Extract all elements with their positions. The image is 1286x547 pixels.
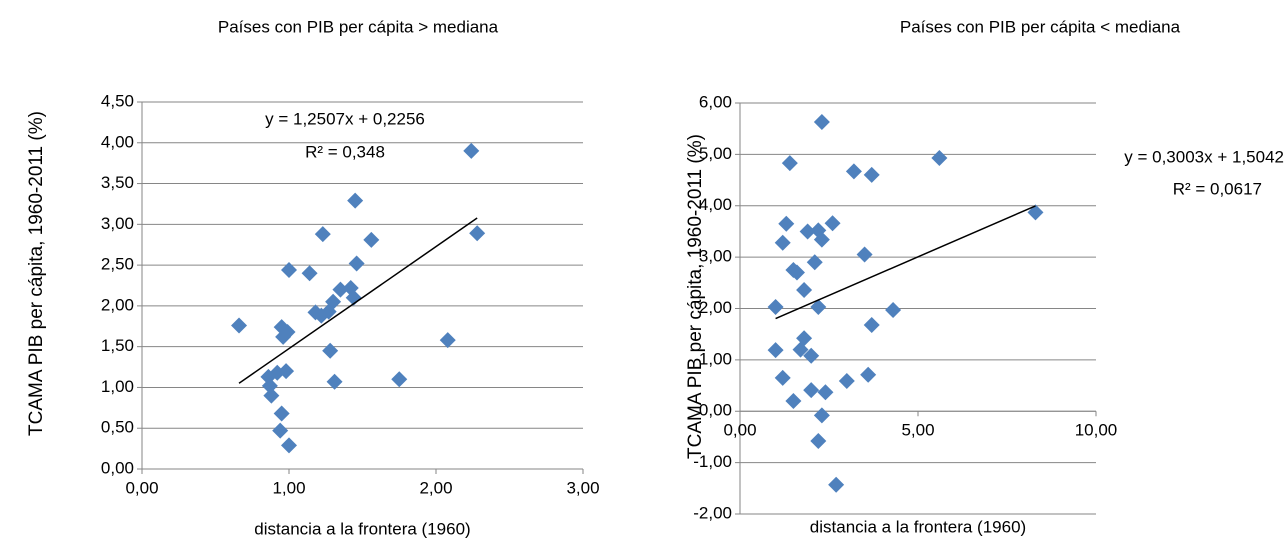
data-point bbox=[885, 302, 902, 319]
data-point bbox=[810, 298, 827, 315]
data-point bbox=[231, 317, 248, 334]
x-axis-label: distancia a la frontera (1960) bbox=[810, 517, 1026, 536]
data-point bbox=[781, 155, 798, 172]
data-point bbox=[767, 298, 784, 315]
x-tick-label: 0,00 bbox=[723, 421, 756, 440]
y-tick-label: 5,00 bbox=[699, 144, 732, 163]
y-tick-label: 2,50 bbox=[101, 255, 134, 274]
trendline-equation: y = 1,2507x + 0,2256 bbox=[265, 109, 425, 128]
data-point bbox=[813, 407, 830, 424]
y-tick-label: 1,00 bbox=[699, 349, 732, 368]
data-point bbox=[796, 330, 813, 347]
data-point bbox=[824, 215, 841, 232]
trendline-equation: y = 0,3003x + 1,5042 bbox=[1124, 147, 1284, 166]
data-point bbox=[778, 215, 795, 232]
data-point bbox=[272, 422, 289, 439]
x-tick-label: 10,00 bbox=[1075, 421, 1118, 440]
y-tick-label: 2,00 bbox=[101, 295, 134, 314]
y-tick-label: 1,00 bbox=[101, 377, 134, 396]
x-axis-label: distancia a la frontera (1960) bbox=[254, 519, 470, 538]
y-axis-label: TCAMA PIB per cápita, 1960-2011 (%) bbox=[26, 110, 47, 436]
data-point bbox=[263, 387, 280, 404]
data-point bbox=[785, 392, 802, 409]
x-tick-label: 1,00 bbox=[272, 478, 305, 497]
data-point bbox=[1027, 204, 1044, 221]
data-point bbox=[931, 149, 948, 166]
data-point bbox=[774, 369, 791, 386]
data-point bbox=[314, 226, 331, 243]
data-point bbox=[301, 265, 318, 282]
y-tick-label: 4,00 bbox=[699, 195, 732, 214]
y-tick-label: 1,50 bbox=[101, 336, 134, 355]
data-point bbox=[817, 384, 834, 401]
chart-title: Países con PIB per cápita < mediana bbox=[900, 17, 1181, 36]
x-tick-label: 2,00 bbox=[419, 478, 452, 497]
data-point bbox=[813, 231, 830, 248]
data-point bbox=[332, 281, 349, 298]
data-point bbox=[463, 142, 480, 159]
y-tick-label: 4,00 bbox=[101, 132, 134, 151]
x-tick-label: 5,00 bbox=[901, 421, 934, 440]
data-point bbox=[845, 163, 862, 180]
data-point bbox=[439, 332, 456, 349]
data-point bbox=[281, 437, 297, 454]
data-point bbox=[325, 293, 342, 310]
data-point bbox=[838, 372, 855, 389]
data-point bbox=[348, 255, 365, 272]
data-point bbox=[796, 282, 813, 299]
y-tick-label: 6,00 bbox=[699, 92, 732, 111]
trendline bbox=[775, 205, 1036, 320]
y-tick-label: -2,00 bbox=[693, 503, 732, 522]
x-tick-label: 3,00 bbox=[566, 478, 599, 497]
data-point bbox=[788, 264, 805, 281]
y-axis-label: TCAMA PIB per cápita, 1960-2011 (%) bbox=[685, 133, 706, 459]
data-point bbox=[856, 246, 873, 263]
y-tick-label: 0,00 bbox=[101, 458, 134, 477]
y-tick-label: 2,00 bbox=[699, 298, 732, 317]
data-point bbox=[322, 342, 339, 359]
data-point bbox=[813, 114, 830, 131]
y-tick-label: 3,00 bbox=[101, 214, 134, 233]
data-point bbox=[273, 405, 290, 422]
data-point bbox=[863, 166, 880, 183]
trendline bbox=[238, 217, 478, 384]
y-tick-label: 3,50 bbox=[101, 173, 134, 192]
data-point bbox=[863, 316, 880, 333]
data-point bbox=[799, 223, 816, 240]
data-point bbox=[806, 254, 823, 271]
data-point bbox=[326, 373, 343, 390]
y-tick-label: 0,00 bbox=[699, 401, 732, 420]
data-point bbox=[803, 347, 820, 364]
data-point bbox=[828, 476, 845, 493]
y-tick-label: 0,50 bbox=[101, 418, 134, 437]
data-point bbox=[391, 371, 408, 388]
data-point bbox=[363, 231, 380, 248]
data-point bbox=[774, 234, 791, 251]
data-point bbox=[810, 433, 827, 450]
data-point bbox=[767, 342, 784, 359]
data-point bbox=[860, 366, 877, 383]
data-point bbox=[261, 377, 278, 394]
data-point bbox=[347, 192, 364, 209]
data-point bbox=[803, 382, 820, 399]
data-point bbox=[279, 323, 296, 340]
data-point bbox=[278, 363, 295, 380]
y-tick-label: 4,50 bbox=[101, 91, 134, 110]
trendline-r2: R² = 0,348 bbox=[305, 142, 385, 161]
trendline-r2: R² = 0,0617 bbox=[1173, 179, 1262, 198]
data-point bbox=[469, 225, 486, 242]
y-tick-label: 3,00 bbox=[699, 247, 732, 266]
y-tick-label: -1,00 bbox=[693, 452, 732, 471]
x-tick-label: 0,00 bbox=[125, 478, 158, 497]
chart-title: Países con PIB per cápita > mediana bbox=[218, 17, 499, 36]
data-point bbox=[281, 262, 297, 279]
